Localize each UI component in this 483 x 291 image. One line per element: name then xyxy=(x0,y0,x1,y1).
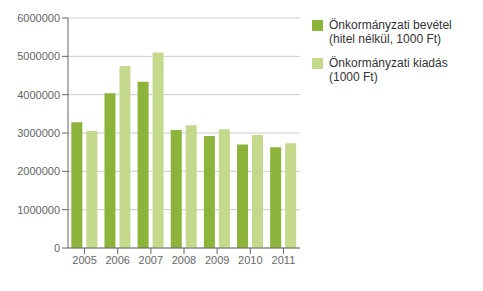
svg-text:5000000: 5000000 xyxy=(17,50,60,62)
svg-text:2007: 2007 xyxy=(139,254,163,266)
svg-text:2000000: 2000000 xyxy=(17,165,60,177)
svg-text:3000000: 3000000 xyxy=(17,127,60,139)
svg-text:1000000: 1000000 xyxy=(17,204,60,216)
svg-text:2008: 2008 xyxy=(172,254,196,266)
svg-text:2005: 2005 xyxy=(72,254,96,266)
svg-text:2011: 2011 xyxy=(272,254,296,266)
svg-text:0: 0 xyxy=(54,242,60,254)
svg-text:2010: 2010 xyxy=(238,254,262,266)
html-text:Önkormányzati bevétel (hitel n: Önkormányzati bevétel (hitel nélkül, 100… xyxy=(329,18,452,46)
svg-text:4000000: 4000000 xyxy=(17,89,60,101)
svg-text:6000000: 6000000 xyxy=(17,12,60,24)
html-text:Önkormányzati kiadás (1000 Ft): Önkormányzati kiadás (1000 Ft) xyxy=(329,56,448,84)
svg-text:2006: 2006 xyxy=(105,254,129,266)
svg-text:2009: 2009 xyxy=(205,254,229,266)
